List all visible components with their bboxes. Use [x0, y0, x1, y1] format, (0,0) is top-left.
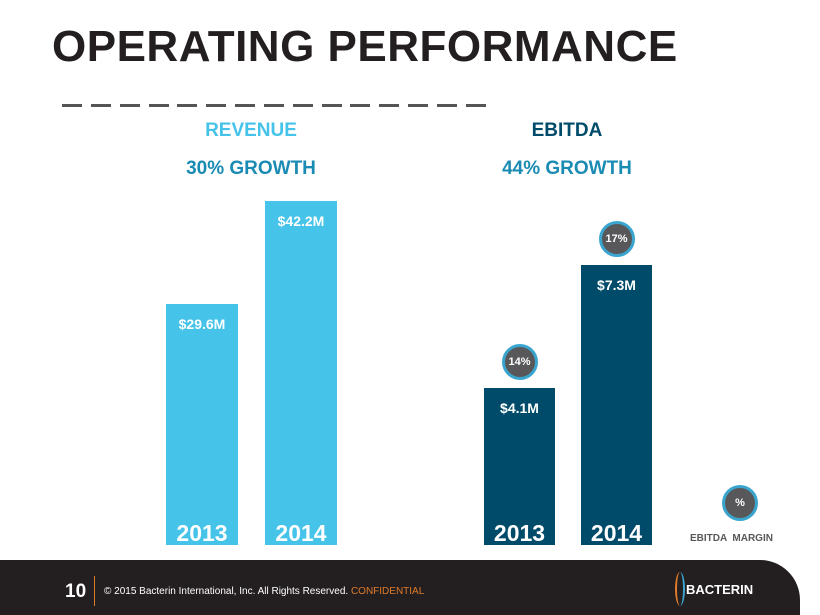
legend-margin-symbol: %	[722, 485, 758, 521]
dash	[263, 104, 284, 107]
bar-value-label: $42.2M	[277, 213, 325, 230]
revenue-bar-2014: $42.2M 2014	[265, 201, 337, 546]
bar-year-label: 2013	[493, 520, 546, 546]
revenue-bar-2013: $29.6M 2013	[166, 303, 238, 546]
dash	[292, 104, 313, 107]
bar-value-label: $7.3M	[597, 276, 636, 293]
dash	[90, 104, 111, 107]
logo-text: BACTERIN	[686, 582, 754, 597]
dash	[235, 104, 256, 107]
copyright: © 2015 Bacterin International, Inc. All …	[104, 586, 424, 597]
ebitda-bar-2014: $7.3M 2014	[581, 264, 652, 546]
bar-year-label: 2014	[275, 520, 327, 546]
dash	[436, 104, 457, 107]
footer: 10 © 2015 Bacterin International, Inc. A…	[0, 560, 800, 615]
bar-value-label: $4.1M	[500, 399, 539, 416]
dash	[465, 104, 486, 107]
dash	[177, 104, 198, 107]
dash	[148, 104, 169, 107]
footer-divider	[94, 576, 95, 606]
revenue-growth: 30% GROWTH	[186, 158, 316, 179]
page-title: OPERATING PERFORMANCE	[52, 22, 678, 71]
ebitda-margin-badge: 14%	[501, 343, 538, 380]
confidential-label: CONFIDENTIAL	[350, 586, 425, 597]
page-number: 10	[65, 581, 87, 602]
dash	[379, 104, 400, 107]
ebitda-bar-2013: $4.1M 2013	[484, 387, 555, 546]
dash	[350, 104, 371, 107]
bar-year-label: 2014	[590, 520, 643, 546]
copyright-text: © 2015 Bacterin International, Inc. All …	[104, 586, 349, 597]
legend-label: EBITDA MARGIN	[690, 533, 773, 544]
revenue-heading: REVENUE	[205, 120, 297, 141]
dash	[206, 104, 227, 107]
dash	[408, 104, 429, 107]
dash	[62, 104, 82, 107]
ebitda-growth: 44% GROWTH	[502, 158, 632, 179]
dash	[321, 104, 342, 107]
bar-year-label: 2013	[176, 520, 228, 546]
ebitda-margin-badge: 17%	[598, 220, 635, 257]
logo-helix-icon	[675, 572, 685, 606]
ebitda-heading: EBITDA	[531, 120, 603, 141]
dashed-divider	[62, 104, 486, 107]
bar-value-label: $29.6M	[178, 315, 226, 332]
dash	[119, 104, 140, 107]
